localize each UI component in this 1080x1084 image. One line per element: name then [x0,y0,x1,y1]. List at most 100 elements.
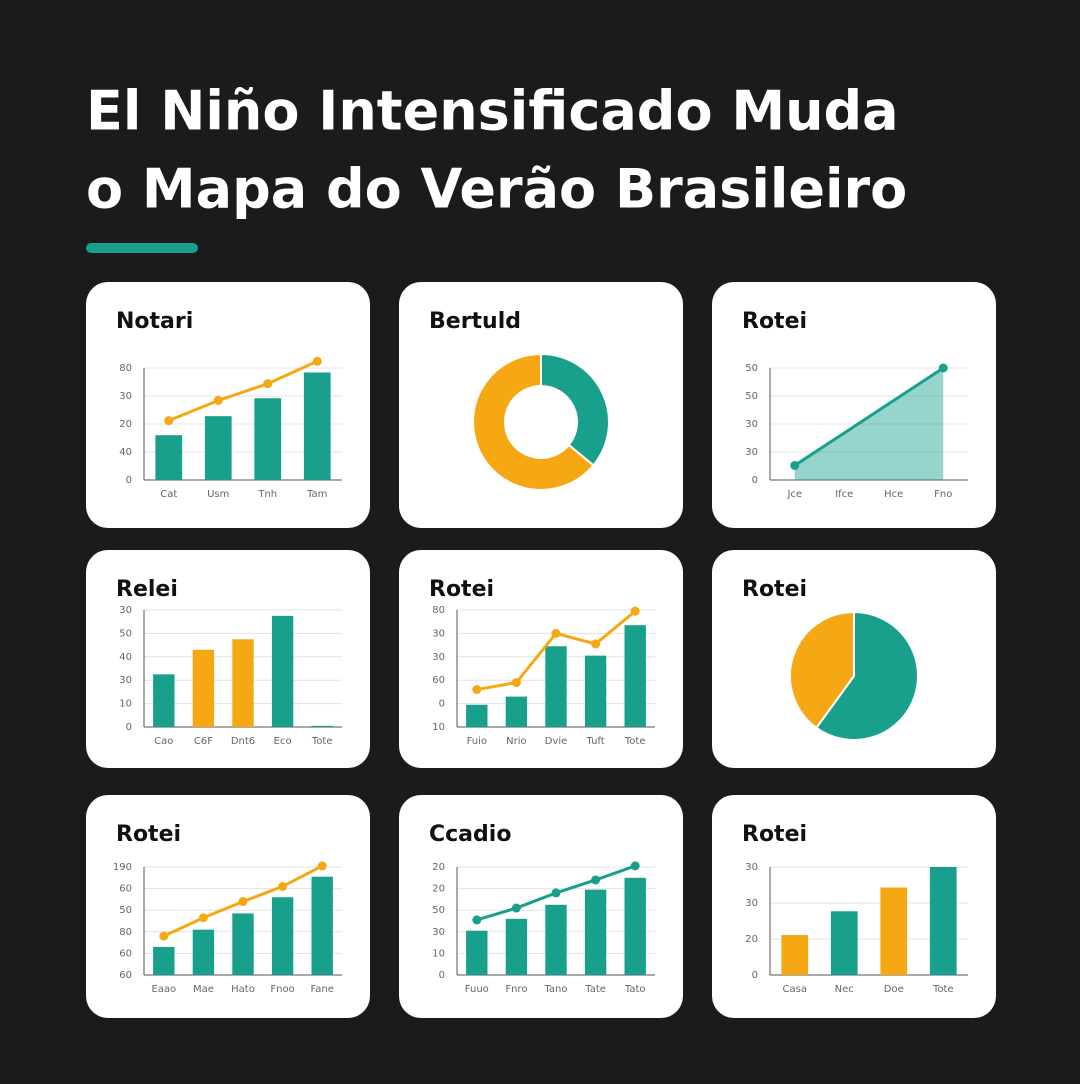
x-tick-label: Tate [584,984,606,995]
x-tick-label: Tote [932,984,954,995]
point [263,379,273,389]
chart-title: Rotei [116,822,181,847]
bar [624,625,646,727]
x-tick-label: Fnoo [270,984,294,995]
bar [271,897,294,975]
y-tick-label: 0 [126,475,132,486]
point [198,913,208,923]
bar [505,696,528,727]
page-title: o Mapa do Verão Brasileiro [86,158,907,221]
y-tick-label: 30 [432,652,445,663]
x-tick-label: Tuft [585,736,604,747]
point [164,416,174,426]
x-tick-label: Dnt6 [231,736,255,747]
y-tick-label: 10 [119,699,132,710]
y-tick-label: 20 [432,884,445,895]
x-tick-label: Fuuo [465,984,489,995]
x-tick-label: Ifce [835,489,853,500]
chart-title: Bertuld [429,309,521,334]
chart-title: Rotei [742,577,807,602]
chart-title: Rotei [742,309,807,334]
y-tick-label: 30 [745,862,758,873]
x-tick-label: Tano [543,984,567,995]
x-tick-label: Nrio [506,736,527,747]
bar [584,889,607,975]
x-tick-label: Tnh [257,489,277,500]
x-tick-label: Usm [207,489,229,500]
x-tick-label: Eco [274,736,292,747]
point [551,888,561,898]
bar [192,929,215,975]
point [630,861,640,871]
line [793,366,945,467]
x-tick-label: Hato [231,984,255,995]
y-tick-label: 20 [119,419,132,430]
y-tick-label: 40 [119,652,132,663]
x-tick-label: Eaao [151,984,176,995]
point [790,460,800,470]
point [278,881,288,891]
x-tick-label: Mae [193,984,214,995]
y-tick-label: 80 [119,927,132,938]
x-tick-label: C6F [194,736,213,747]
point [238,897,248,907]
point [213,395,223,405]
bar [153,946,175,975]
bar [584,655,607,727]
y-tick-label: 0 [439,699,445,710]
x-tick-label: Fane [310,984,333,995]
x-tick-label: Cat [160,489,177,500]
y-tick-label: 30 [432,927,445,938]
bar [254,398,282,480]
bar [311,876,333,975]
donut-slice [472,352,595,491]
point [472,915,482,925]
bar [232,913,254,975]
bar [311,725,333,727]
chart-title: Rotei [742,822,807,847]
y-tick-label: 60 [119,970,132,981]
y-tick-label: 60 [119,884,132,895]
card [712,282,996,528]
chart-title: Ccadio [429,822,511,847]
pie-slice [814,610,919,741]
y-tick-label: 30 [119,605,132,616]
y-tick-label: 10 [432,948,445,959]
x-tick-label: Fno [934,489,952,500]
point [159,931,169,941]
y-tick-label: 50 [432,905,445,916]
y-tick-label: 0 [752,475,758,486]
y-tick-label: 30 [745,419,758,430]
point [312,356,322,366]
y-tick-label: 80 [432,605,445,616]
y-tick-label: 60 [119,948,132,959]
y-tick-label: 20 [745,934,758,945]
title-underline [86,243,198,253]
y-tick-label: 30 [119,675,132,686]
bar [466,704,488,727]
x-tick-label: Fnro [505,984,527,995]
y-tick-label: 60 [432,675,445,686]
x-tick-label: Casa [783,984,807,995]
bar [880,887,908,975]
y-tick-label: 80 [119,363,132,374]
x-tick-label: Hce [884,489,903,500]
y-tick-label: 50 [119,628,132,639]
bar [624,877,646,975]
y-tick-label: 50 [745,363,758,374]
bar [830,911,858,975]
bar [192,649,215,727]
y-tick-label: 50 [119,905,132,916]
point [591,875,601,885]
point [630,606,640,616]
x-tick-label: Fuio [467,736,487,747]
bar [155,435,183,480]
y-tick-label: 30 [745,898,758,909]
x-tick-label: Tato [624,984,646,995]
y-tick-label: 50 [745,391,758,402]
bar [781,935,809,975]
x-tick-label: Nec [835,984,854,995]
bar [466,930,488,975]
x-tick-label: Tote [311,736,333,747]
